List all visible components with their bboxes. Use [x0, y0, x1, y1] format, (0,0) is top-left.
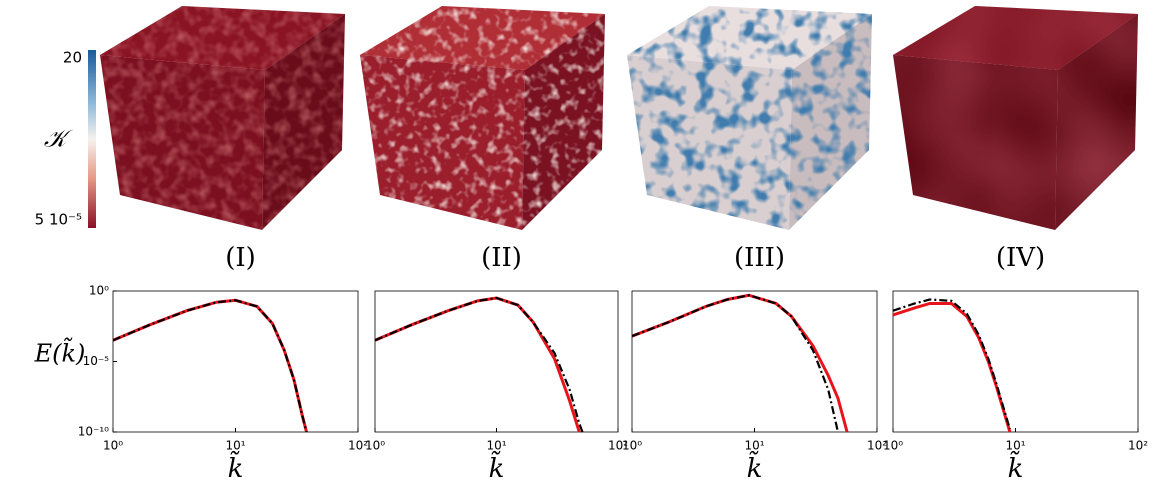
x-tick-label: 10⁰	[103, 439, 123, 453]
series-line	[112, 299, 308, 433]
chart-title: (III)	[734, 243, 785, 273]
cube	[100, 6, 345, 230]
plot-frame	[374, 290, 619, 433]
y-axis-label: E(k̃)	[34, 336, 86, 367]
x-tick-label: 10¹	[1005, 439, 1025, 453]
x-axis-label: k̃	[228, 450, 244, 484]
x-tick-label: 10²	[1128, 439, 1148, 453]
chart-title: (II)	[481, 243, 522, 273]
plot-frame	[892, 290, 1139, 433]
colorbar: 20 5 10⁻⁵ 𝒦	[35, 49, 96, 229]
x-axis-label: k̃	[1008, 450, 1024, 484]
plot-frame	[112, 290, 359, 433]
chart-title: (I)	[225, 243, 256, 273]
colorbar-label: 𝒦	[44, 125, 74, 153]
colorbar-gradient	[88, 50, 96, 228]
cube	[627, 6, 872, 230]
x-tick-label: 10⁰	[883, 439, 903, 453]
x-tick-label: 10²	[348, 439, 368, 453]
x-tick-label: 10⁰	[365, 439, 385, 453]
x-tick-label: 10²	[867, 439, 887, 453]
cube	[360, 6, 605, 230]
x-tick-label: 10²	[608, 439, 628, 453]
colorbar-tick: 20	[63, 49, 82, 67]
x-tick-label: 10¹	[744, 439, 764, 453]
y-tick-label: 10⁻⁵	[83, 354, 110, 368]
cube	[893, 6, 1138, 230]
x-tick-label: 10¹	[486, 439, 506, 453]
colorbar-tick: 5 10⁻⁵	[35, 211, 82, 229]
x-tick-label: 10¹	[225, 439, 245, 453]
series-line	[374, 296, 584, 433]
series-line	[631, 294, 840, 433]
chart-title: (IV)	[996, 243, 1045, 273]
x-axis-label: k̃	[489, 450, 505, 484]
x-tick-label: 10⁰	[622, 439, 642, 453]
y-tick-label: 10⁰	[89, 284, 109, 298]
y-tick-label: 10⁻¹⁰	[78, 425, 109, 439]
series-line	[374, 296, 581, 433]
series-line	[112, 298, 308, 433]
series-line	[892, 298, 1011, 430]
series-line	[631, 293, 849, 433]
x-axis-label: k̃	[747, 450, 763, 484]
